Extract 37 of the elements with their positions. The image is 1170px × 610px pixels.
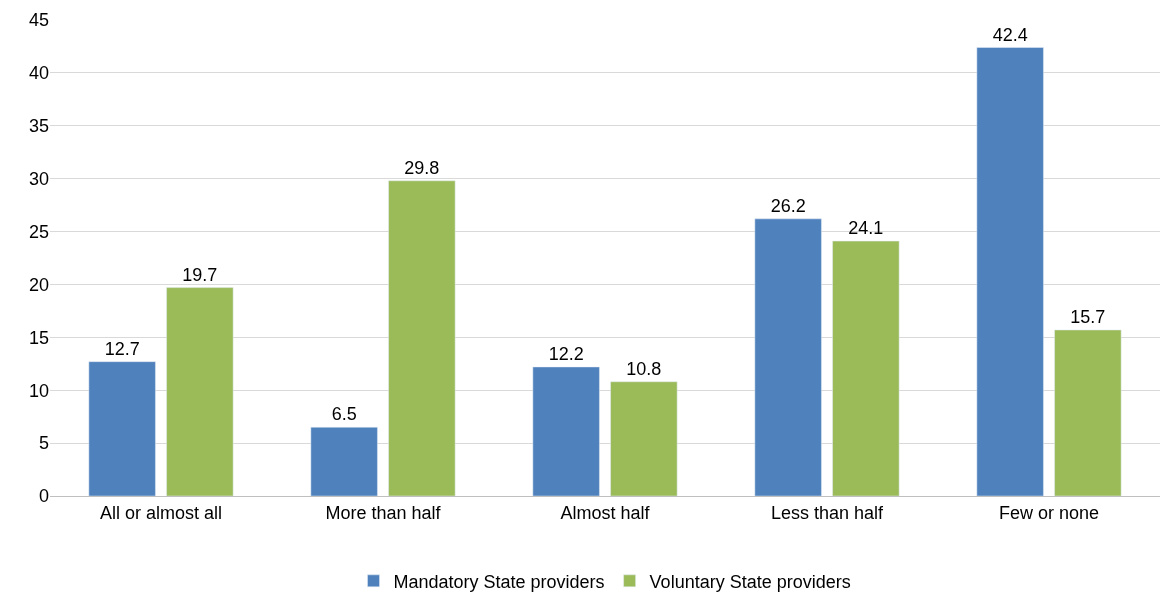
bar	[388, 180, 456, 496]
y-tick-label: 15	[28, 327, 49, 348]
data-label: 26.2	[770, 195, 806, 216]
data-label: 42.4	[992, 24, 1028, 45]
data-label: 24.1	[848, 218, 884, 239]
data-label: 10.8	[626, 358, 662, 379]
data-label: 29.8	[404, 157, 440, 178]
legend-label: Mandatory State providers	[393, 571, 605, 592]
data-label: 19.7	[182, 264, 218, 285]
bar	[610, 381, 678, 496]
data-label: 6.5	[331, 404, 357, 425]
x-tick-label: Less than half	[770, 502, 885, 523]
y-tick-label: 45	[28, 10, 49, 31]
y-tick-label: 20	[28, 274, 49, 295]
y-tick-label: 5	[38, 433, 49, 454]
x-tick-label: More than half	[325, 502, 442, 523]
bar	[310, 426, 378, 496]
legend-label: Voluntary State providers	[649, 571, 851, 592]
bar	[832, 240, 900, 496]
bar	[754, 218, 822, 496]
y-tick-label: 30	[28, 168, 49, 189]
bar	[532, 366, 600, 496]
y-tick-label: 35	[28, 116, 49, 137]
bar	[1054, 329, 1122, 496]
bar	[166, 287, 234, 496]
data-label: 15.7	[1070, 306, 1106, 327]
bar	[88, 361, 156, 496]
y-tick-label: 10	[28, 380, 49, 401]
data-label: 12.7	[104, 338, 140, 359]
data-label: 12.2	[548, 343, 584, 364]
y-tick-label: 0	[38, 486, 49, 507]
x-tick-label: All or almost all	[99, 502, 223, 523]
x-tick-label: Few or none	[998, 502, 1100, 523]
x-tick-label: Almost half	[560, 502, 651, 523]
y-tick-label: 40	[28, 63, 49, 84]
bar	[976, 47, 1044, 496]
y-tick-label: 25	[28, 221, 49, 242]
